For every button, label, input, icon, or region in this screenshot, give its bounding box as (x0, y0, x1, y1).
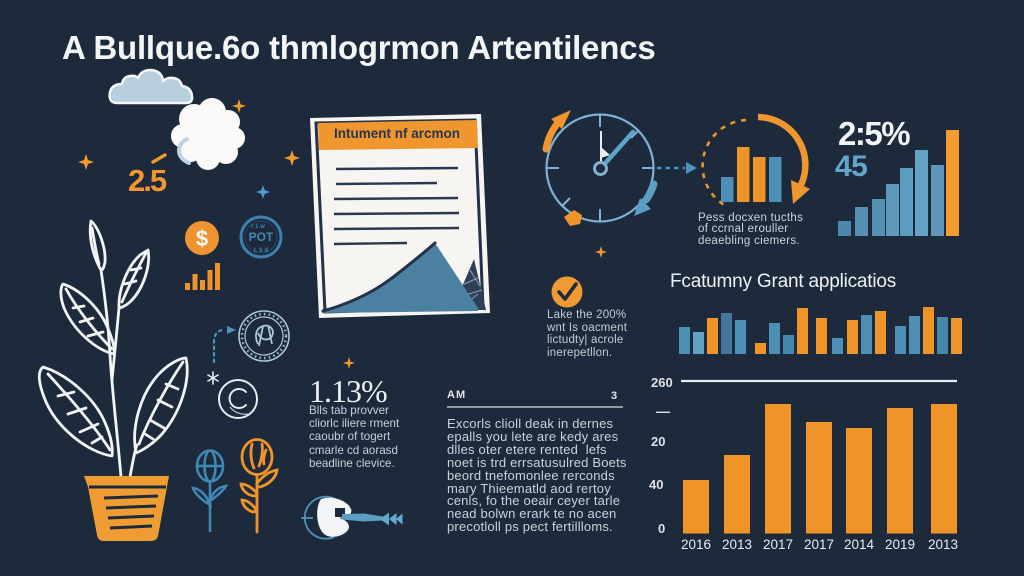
svg-text:$: $ (196, 226, 208, 251)
svg-text:POT: POT (249, 230, 274, 244)
svg-text:L b d: L b d (254, 248, 269, 254)
svg-text:r 1 w: r 1 w (251, 224, 265, 230)
